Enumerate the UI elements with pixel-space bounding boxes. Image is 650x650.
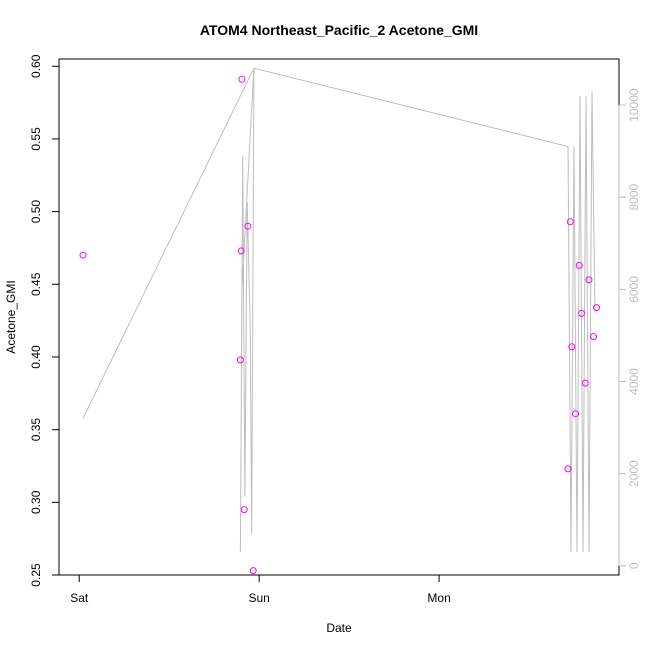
y-tick-label: 0.40: [29, 345, 43, 369]
y-tick-label: 0.45: [29, 272, 43, 296]
y-tick-label: 0.60: [29, 54, 43, 78]
y-right-tick-label: 2000: [627, 460, 641, 487]
x-axis-label: Date: [326, 621, 352, 635]
data-point: [240, 506, 248, 514]
y-axis-left: 0.25 0.30 0.35 0.40 0.45 0.50 0.55 0.60: [29, 54, 60, 587]
y-tick-label: 0.50: [29, 200, 43, 224]
y-right-tick-label: 6000: [627, 276, 641, 303]
y-tick-label: 0.25: [29, 563, 43, 587]
data-point: [593, 304, 600, 312]
y-axis-label: Acetone_GMI: [4, 280, 18, 353]
data-point: [585, 276, 593, 284]
x-tick-label: Sat: [70, 591, 89, 605]
y-right-tick-label: 10000: [627, 88, 641, 122]
data-point: [572, 410, 579, 418]
data-point: [578, 309, 585, 317]
data-point: [244, 222, 252, 230]
y-tick-label: 0.30: [29, 490, 43, 514]
data-point: [590, 333, 597, 341]
y-axis-right: 0 2000 4000 6000 8000 10000: [618, 88, 641, 569]
data-point: [566, 218, 574, 226]
y-right-tick-label: 8000: [627, 184, 641, 211]
y-tick-label: 0.55: [29, 127, 43, 151]
y-tick-label: 0.35: [29, 418, 43, 442]
data-point: [237, 247, 245, 255]
x-axis: Sat Sun Mon: [70, 574, 451, 605]
data-point: [581, 379, 589, 387]
x-tick-label: Sun: [248, 591, 269, 605]
data-point: [236, 356, 244, 364]
chart-title: ATOM4 Northeast_Pacific_2 Acetone_GMI: [200, 22, 478, 38]
altitude-line-layer: [82, 67, 596, 553]
data-point: [564, 465, 572, 473]
altitude-series-line: [82, 67, 596, 553]
acetone-points-layer: [79, 75, 600, 575]
data-point: [249, 567, 257, 575]
data-point: [575, 261, 583, 269]
y-right-tick-label: 0: [627, 562, 641, 569]
data-point: [79, 251, 87, 259]
data-point: [238, 75, 246, 83]
y-right-tick-label: 4000: [627, 368, 641, 395]
data-point: [568, 343, 576, 351]
x-tick-label: Mon: [427, 591, 450, 605]
